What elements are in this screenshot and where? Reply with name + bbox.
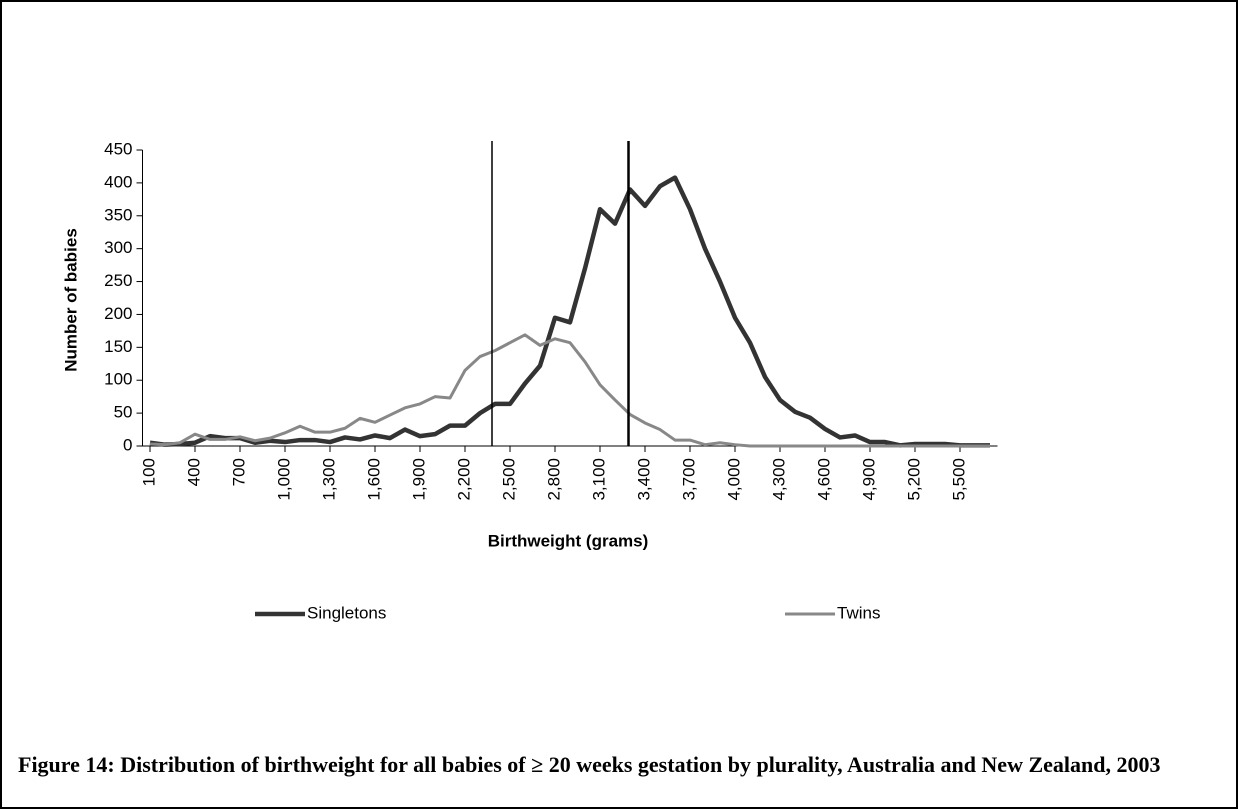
y-axis-title: Number of babies (61, 228, 80, 372)
y-tick-label: 0 (123, 435, 132, 454)
x-tick-label: 5,500 (949, 458, 968, 501)
x-tick-label: 2,500 (499, 458, 518, 501)
x-tick-label: 4,000 (724, 458, 743, 501)
x-tick-label: 1,600 (364, 458, 383, 501)
x-tick-label: 3,100 (589, 458, 608, 501)
x-tick-label: 3,700 (679, 458, 698, 501)
x-tick-label: 1,900 (409, 458, 428, 501)
y-tick-label: 350 (104, 205, 132, 224)
x-axis-title: Birthweight (grams) (488, 531, 649, 550)
series-line (149, 333, 990, 448)
x-tick-label: 1,300 (319, 458, 338, 501)
x-tick-label: 100 (139, 458, 158, 486)
legend-label: Twins (837, 603, 880, 622)
x-tick-label: 4,900 (859, 458, 878, 501)
y-tick-label: 300 (104, 238, 132, 257)
y-tick-label: 50 (114, 403, 133, 422)
y-tick-label: 400 (104, 172, 132, 191)
x-tick-label: 2,800 (544, 458, 563, 501)
x-tick-label: 2,200 (454, 458, 473, 501)
caption: Figure 14: Distribution of birthweight f… (18, 752, 1161, 777)
x-tick-label: 4,600 (814, 458, 833, 501)
series-line (149, 175, 990, 448)
y-tick-label: 200 (104, 304, 132, 323)
y-tick-label: 100 (104, 370, 132, 389)
x-tick-label: 1,000 (274, 458, 293, 501)
x-tick-label: 700 (229, 458, 248, 486)
x-tick-label: 5,200 (904, 458, 923, 501)
x-tick-label: 400 (184, 458, 203, 486)
legend-label: Singletons (307, 603, 386, 622)
y-tick-label: 150 (104, 337, 132, 356)
y-tick-label: 450 (104, 139, 132, 158)
x-tick-label: 3,400 (634, 458, 653, 501)
y-tick-label: 250 (104, 271, 132, 290)
x-tick-label: 4,300 (769, 458, 788, 501)
